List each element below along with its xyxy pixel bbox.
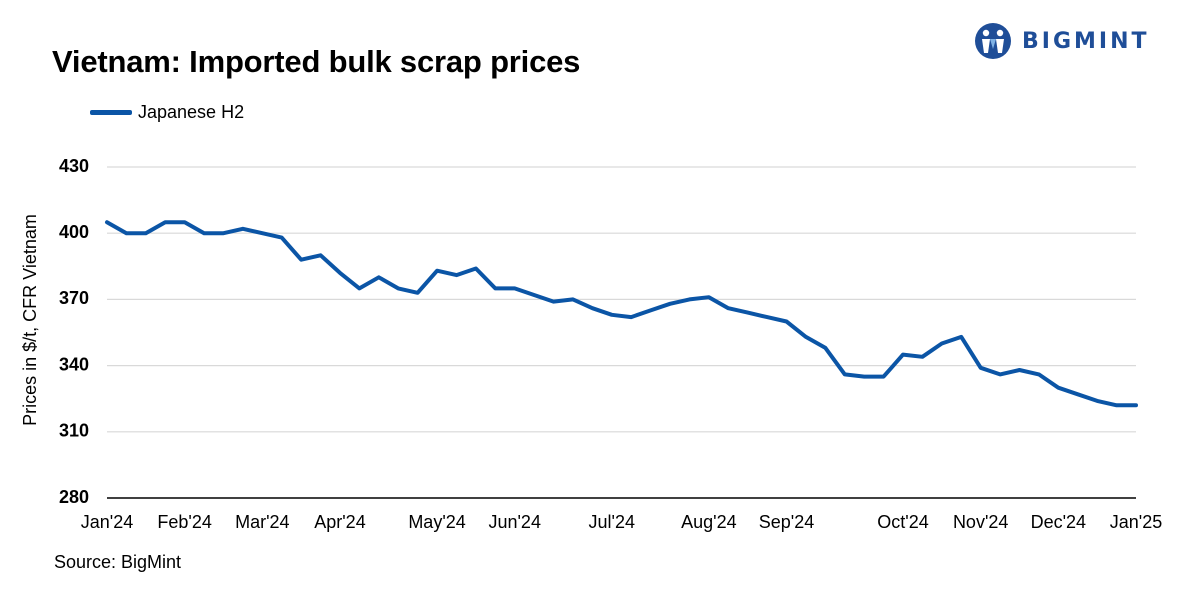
x-tick-label: May'24: [408, 512, 465, 532]
chart-gridlines: [107, 166, 1136, 433]
x-tick-label: Apr'24: [314, 512, 365, 532]
x-axis: Jan'24 Feb'24 Mar'24 Apr'24 May'24 Jun'24 Jul'…: [81, 497, 1162, 532]
bigmint-logo: BIGMINT: [974, 22, 1150, 60]
chart-legend: Japanese H2: [90, 102, 244, 123]
x-tick-label: Jan'24: [81, 512, 133, 532]
y-tick-label-400: 400: [59, 222, 89, 242]
x-tick-label: Aug'24: [681, 512, 737, 532]
x-tick-label: Nov'24: [953, 512, 1008, 532]
x-tick-label: Oct'24: [877, 512, 928, 532]
x-tick-label: Dec'24: [1031, 512, 1086, 532]
y-axis-label: Prices in $/t, CFR Vietnam: [20, 214, 40, 426]
y-tick-label-430: 430: [59, 156, 89, 176]
x-tick-label: Jan'25: [1110, 512, 1162, 532]
legend-label-japanese-h2: Japanese H2: [138, 102, 245, 122]
y-tick-label-370: 370: [59, 288, 89, 308]
y-axis: 280 310 340 370 400 430: [59, 156, 89, 507]
x-tick-label: Feb'24: [157, 512, 211, 532]
y-tick-label-280: 280: [59, 487, 89, 507]
source-note: Source: BigMint: [54, 552, 182, 572]
chart-title: Vietnam: Imported bulk scrap prices: [52, 44, 581, 79]
x-tick-label: Sep'24: [759, 512, 815, 532]
bigmint-logo-icon: [975, 23, 1011, 59]
x-tick-label: Jun'24: [488, 512, 540, 532]
chart-series: [105, 220, 1138, 408]
y-tick-label-340: 340: [59, 354, 89, 374]
x-tick-label: Mar'24: [235, 512, 289, 532]
x-tick-label: Jul'24: [589, 512, 635, 532]
legend-swatch-japanese-h2: [90, 110, 132, 115]
y-tick-label-310: 310: [59, 421, 89, 441]
bigmint-logo-text: BIGMINT: [1022, 28, 1150, 54]
series-line-japanese-h2: [105, 220, 1138, 408]
